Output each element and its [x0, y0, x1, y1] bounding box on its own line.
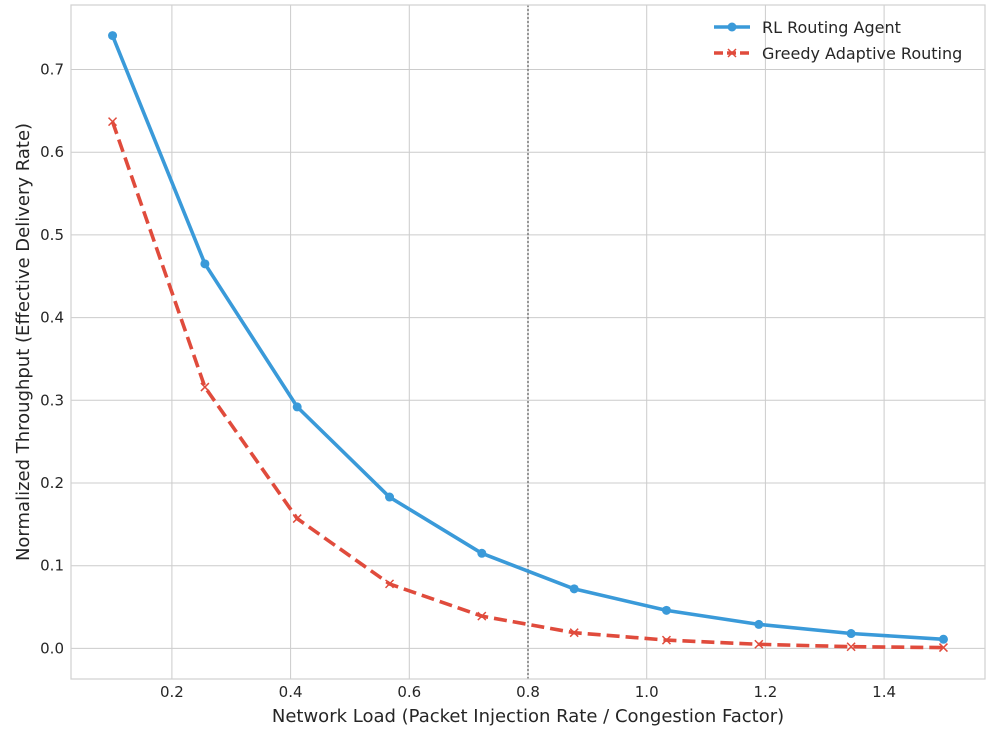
y-tick-label: 0.4 — [40, 309, 64, 327]
data-point — [938, 643, 948, 653]
x-tick-label: 0.8 — [516, 683, 540, 701]
data-point — [385, 492, 395, 502]
y-tick-label: 0.1 — [40, 557, 64, 575]
data-point — [292, 514, 302, 524]
data-point — [108, 117, 118, 127]
data-point — [754, 619, 764, 629]
data-point — [661, 635, 671, 645]
y-tick-label: 0.6 — [40, 143, 64, 161]
tick-labels: 0.2 0.4 0.6 0.8 1.0 1.2 1.4 0.0 0.1 0.2 0.3 0.4 0.5 0… — [40, 61, 896, 701]
x-tick-label: 0.4 — [279, 683, 303, 701]
legend-label: Greedy Adaptive Routing — [762, 44, 962, 63]
data-point — [846, 629, 856, 639]
data-point — [292, 402, 302, 412]
data-point — [200, 259, 210, 269]
data-point — [385, 579, 395, 589]
series-line — [110, 34, 944, 642]
plot-frame — [70, 4, 986, 680]
data-point — [938, 634, 948, 644]
legend-label: RL Routing Agent — [762, 18, 901, 37]
data-point — [846, 642, 856, 652]
x-tick-label: 0.2 — [160, 683, 184, 701]
y-tick-label: 0.3 — [40, 391, 64, 409]
legend: RL Routing Agent Greedy Adaptive Routing — [714, 18, 962, 63]
data-point — [477, 611, 487, 621]
series-2 — [108, 117, 948, 653]
legend-marker — [727, 48, 737, 58]
series-line — [110, 121, 944, 650]
x-tick-label: 1.2 — [753, 683, 777, 701]
data-point — [108, 31, 118, 41]
y-tick-label: 0.0 — [40, 639, 64, 657]
legend-marker — [727, 22, 737, 32]
data-point — [754, 639, 764, 649]
y-tick-label: 0.5 — [40, 226, 64, 244]
data-point — [569, 628, 579, 638]
x-tick-label: 0.6 — [397, 683, 421, 701]
y-tick-label: 0.2 — [40, 474, 64, 492]
x-tick-label: 1.4 — [872, 683, 896, 701]
data-point — [477, 548, 487, 558]
x-tick-label: 1.0 — [635, 683, 659, 701]
x-axis-title: Network Load (Packet Injection Rate / Co… — [272, 706, 784, 727]
data-point — [661, 605, 671, 615]
series-1 — [108, 31, 948, 644]
data-point — [200, 382, 210, 392]
y-tick-label: 0.7 — [40, 61, 64, 79]
series-group — [108, 31, 948, 653]
data-point — [569, 584, 579, 594]
y-axis-title: Normalized Throughput (Effective Deliver… — [13, 123, 34, 561]
